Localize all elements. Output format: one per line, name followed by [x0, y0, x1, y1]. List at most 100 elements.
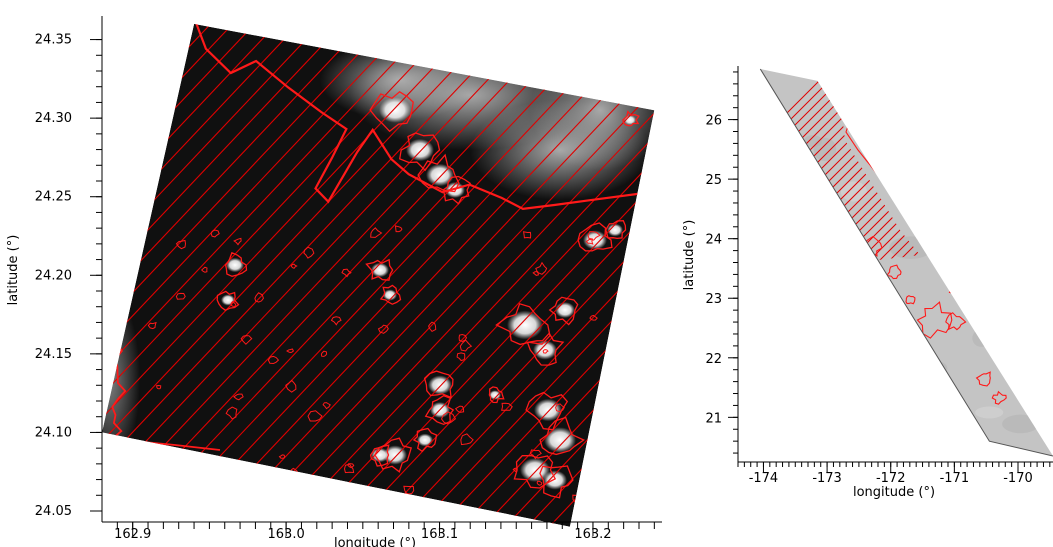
right-cloud-contour — [975, 371, 991, 387]
right-texture-patch — [844, 417, 888, 443]
left-hatch-line — [928, 0, 1053, 545]
left-y-tick-label: 24.25 — [35, 190, 72, 205]
left-cloud — [489, 390, 501, 400]
right-cloud-contour — [909, 335, 928, 354]
left-speckle-contour — [555, 403, 565, 413]
right-texture-patch — [886, 169, 915, 183]
right-hatch-line — [980, 40, 1053, 300]
left-speckle-contour — [160, 482, 171, 493]
left-cloud — [417, 433, 433, 447]
left-y-tick-label: 24.35 — [35, 33, 72, 48]
left-speckle-contour — [267, 355, 280, 365]
left-speckle-contour — [286, 348, 295, 354]
left-cloud — [226, 257, 244, 273]
right-texture-patch — [1005, 214, 1023, 239]
left-cloud — [371, 447, 389, 463]
left-speckle-contour — [290, 263, 298, 269]
right-cloud-contour — [945, 312, 967, 331]
left-hatch-line — [333, 23, 655, 527]
left-cloud — [383, 289, 397, 301]
left-speckle-contour — [536, 480, 543, 486]
left-cloud-contour — [374, 437, 413, 473]
left-cloud-contour — [369, 444, 390, 467]
left-hatch-line — [102, 23, 437, 527]
right-texture-patch — [980, 254, 1014, 276]
right-texture-patch — [977, 122, 1020, 140]
left-cloud-contour — [539, 465, 574, 499]
left-hatch-line — [102, 23, 459, 527]
right-x-axis-label: longitude (°) — [853, 485, 935, 500]
right-cloud-contour — [905, 295, 916, 305]
right-texture-patch — [902, 372, 936, 396]
left-y-tick-label: 24.15 — [35, 347, 72, 362]
left-speckle-contour — [529, 449, 542, 460]
right-texture-patch — [980, 224, 998, 243]
left-cloud-contour — [216, 290, 240, 311]
left-cloud-contour — [424, 394, 455, 426]
left-cloud-contour — [488, 386, 505, 404]
right-texture-patch — [840, 181, 867, 202]
right-x-tick-label: -174 — [749, 471, 779, 486]
left-cloud — [543, 470, 567, 490]
right-swath-edge — [759, 68, 1053, 457]
left-speckle-contour — [175, 292, 186, 300]
left-hatch-line — [289, 23, 655, 527]
left-hatch-line — [355, 23, 655, 527]
left-y-tick-label: 24.30 — [35, 111, 72, 126]
right-texture-patch — [972, 329, 991, 347]
left-hatch-line — [708, 0, 1053, 545]
left-speckle-contour — [322, 402, 331, 410]
left-hatch-line — [102, 23, 481, 527]
right-texture-patch — [791, 278, 810, 295]
left-speckle-contour — [459, 339, 473, 352]
right-panel: 21 22 23 24 25 26 -174 -173 -172 -171 -170 longitu… — [682, 40, 1053, 500]
left-cloud — [544, 427, 576, 453]
right-texture-patch — [888, 339, 913, 362]
left-x-tick-label: 163.0 — [268, 527, 305, 542]
left-speckle-contour — [233, 237, 242, 246]
right-texture-patch — [811, 298, 855, 321]
right-swath — [759, 40, 1053, 457]
right-axes: 21 22 23 24 25 26 -174 -173 -172 -171 -170 — [705, 66, 1053, 486]
left-speckle-contour — [428, 321, 437, 333]
left-x-tick-label: 163.1 — [421, 527, 458, 542]
left-speckle-contour — [225, 406, 238, 420]
right-texture-patch — [1002, 414, 1040, 434]
right-hatch-line — [919, 70, 920, 262]
left-cloud — [406, 138, 434, 162]
left-cloud — [607, 223, 623, 237]
right-hatch-line — [760, 70, 861, 262]
right-y-tick-label: 26 — [705, 114, 722, 129]
right-x-tick-label: -171 — [940, 471, 970, 486]
left-speckle-contour — [303, 246, 315, 259]
left-speckle-contour — [403, 485, 415, 495]
right-cloud-contour — [885, 264, 902, 280]
left-cloud — [371, 262, 389, 278]
left-speckle-contour — [330, 316, 342, 326]
left-speckle-contour — [370, 227, 383, 238]
left-hatch-line — [102, 23, 503, 527]
left-cloud-contour — [369, 90, 414, 133]
left-hatch-line — [223, 23, 655, 527]
right-texture-patch — [908, 153, 934, 178]
left-cloud-contour — [577, 222, 613, 252]
right-texture-patch — [938, 134, 970, 159]
left-hatch-line — [641, 23, 655, 527]
right-hatch-line — [839, 70, 920, 262]
right-texture-patch — [997, 132, 1029, 158]
left-speckle-contour — [458, 333, 468, 343]
left-speckle-contour — [615, 393, 626, 403]
left-speckle-contour — [512, 467, 518, 472]
left-hatch-line — [421, 23, 655, 527]
left-coast-contour — [193, 23, 642, 211]
left-cloud — [428, 375, 452, 395]
right-x-tick-label: -173 — [812, 471, 842, 486]
right-hatch-line — [859, 70, 920, 262]
right-texture-patch — [924, 361, 948, 376]
left-cloud-contour — [548, 296, 579, 326]
left-cloud-contour — [526, 332, 565, 366]
left-speckle-contour — [156, 384, 162, 390]
right-cloud-contour — [955, 405, 965, 416]
left-hatch-line — [267, 23, 655, 527]
left-speckle-contour — [589, 314, 598, 321]
